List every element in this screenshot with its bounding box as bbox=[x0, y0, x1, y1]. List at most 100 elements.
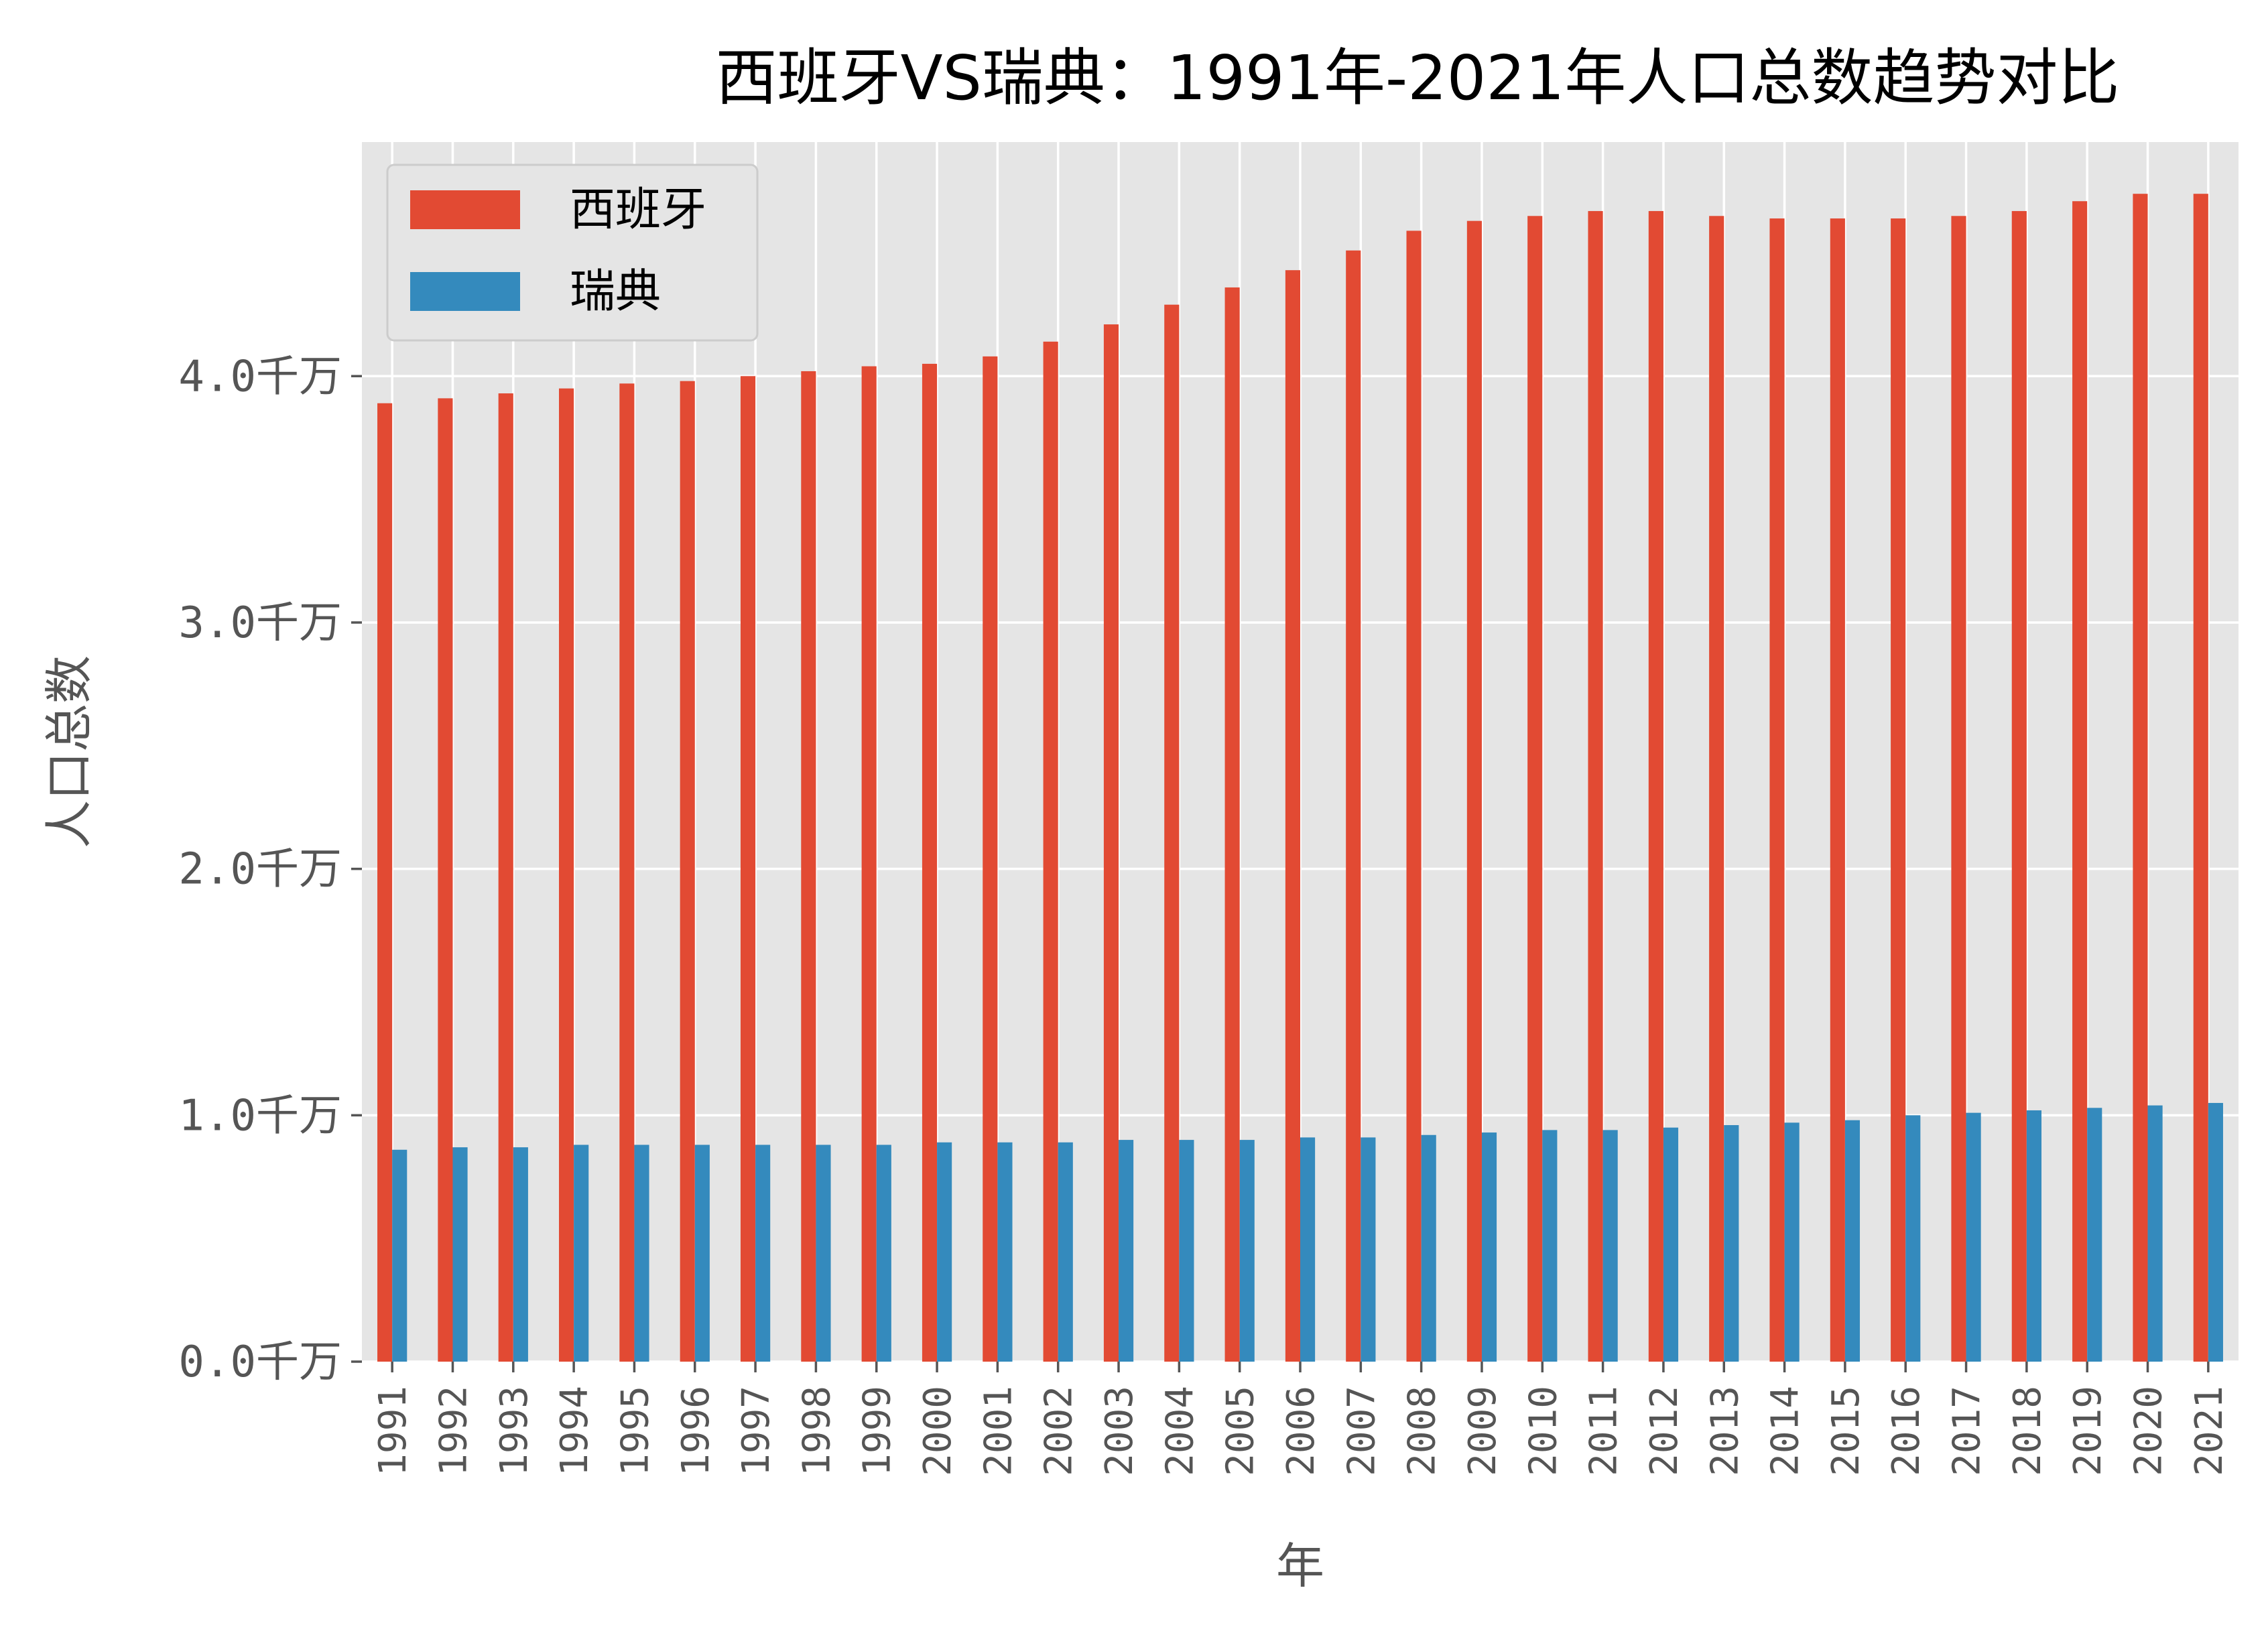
bar-spain-2000 bbox=[922, 363, 938, 1362]
bar-sweden-2002 bbox=[1058, 1142, 1073, 1362]
x-tick-label: 2010 bbox=[1521, 1386, 1565, 1476]
bar-sweden-1996 bbox=[694, 1145, 710, 1362]
x-tick-label: 2001 bbox=[976, 1386, 1020, 1476]
x-tick-label: 2012 bbox=[1643, 1386, 1686, 1476]
x-tick-label: 2003 bbox=[1098, 1386, 1141, 1476]
x-tick-label: 2008 bbox=[1401, 1386, 1444, 1476]
bar-sweden-2009 bbox=[1481, 1132, 1497, 1362]
y-tick-label: 3.0千万 bbox=[178, 598, 342, 648]
bar-spain-2017 bbox=[1951, 216, 1966, 1362]
bar-spain-2018 bbox=[2011, 210, 2027, 1362]
bar-spain-2004 bbox=[1164, 304, 1180, 1362]
bar-sweden-1999 bbox=[876, 1145, 891, 1362]
bar-sweden-2003 bbox=[1119, 1140, 1134, 1362]
bar-spain-2015 bbox=[1830, 218, 1845, 1362]
x-tick-label: 1994 bbox=[553, 1386, 596, 1476]
bar-spain-1997 bbox=[740, 376, 756, 1362]
bar-sweden-1997 bbox=[755, 1145, 771, 1362]
x-tick-label: 2004 bbox=[1158, 1386, 1202, 1476]
bar-sweden-2000 bbox=[937, 1142, 952, 1362]
x-tick-label: 2011 bbox=[1582, 1386, 1626, 1476]
x-tick-label: 2009 bbox=[1461, 1386, 1505, 1476]
x-tick-label: 2000 bbox=[916, 1386, 960, 1476]
bar-spain-2009 bbox=[1466, 220, 1482, 1362]
y-tick-label: 1.0千万 bbox=[178, 1091, 342, 1141]
bar-sweden-2008 bbox=[1421, 1134, 1436, 1362]
bar-sweden-1998 bbox=[816, 1145, 831, 1362]
bar-sweden-2004 bbox=[1179, 1140, 1194, 1362]
bar-spain-1996 bbox=[680, 381, 695, 1362]
x-tick-label: 1992 bbox=[432, 1386, 475, 1476]
x-tick-label: 2002 bbox=[1037, 1386, 1081, 1476]
bar-spain-2002 bbox=[1043, 341, 1058, 1362]
bar-sweden-1994 bbox=[574, 1145, 589, 1362]
bar-spain-1999 bbox=[861, 366, 877, 1362]
bar-sweden-2006 bbox=[1300, 1137, 1316, 1362]
bar-sweden-1995 bbox=[634, 1145, 649, 1362]
y-axis-label: 人口总数 bbox=[41, 655, 97, 848]
bar-sweden-2020 bbox=[2147, 1105, 2163, 1362]
bar-spain-2007 bbox=[1346, 250, 1361, 1362]
bar-spain-2005 bbox=[1224, 287, 1240, 1362]
x-axis-label: 年 bbox=[1276, 1538, 1324, 1594]
y-tick-label: 2.0千万 bbox=[178, 845, 342, 895]
x-tick-label: 1999 bbox=[856, 1386, 899, 1476]
bar-spain-2021 bbox=[2193, 194, 2208, 1362]
bar-spain-2020 bbox=[2133, 194, 2148, 1362]
x-tick-label: 1998 bbox=[795, 1386, 838, 1476]
bar-spain-1991 bbox=[377, 403, 393, 1362]
bar-sweden-2015 bbox=[1844, 1120, 1861, 1362]
x-tick-label: 2019 bbox=[2066, 1386, 2110, 1476]
y-tick-label: 4.0千万 bbox=[178, 352, 342, 401]
x-tick-label: 1995 bbox=[613, 1386, 657, 1476]
bar-spain-1995 bbox=[619, 383, 635, 1362]
bar-spain-2019 bbox=[2072, 201, 2088, 1362]
x-tick-label: 2020 bbox=[2127, 1386, 2171, 1476]
x-tick-label: 1991 bbox=[371, 1386, 415, 1476]
bar-sweden-2021 bbox=[2208, 1102, 2223, 1362]
bar-sweden-2011 bbox=[1602, 1130, 1618, 1362]
x-tick-label: 2016 bbox=[1885, 1386, 1928, 1476]
bar-sweden-1992 bbox=[452, 1147, 468, 1362]
x-tick-label: 2006 bbox=[1279, 1386, 1323, 1476]
bars bbox=[377, 194, 2223, 1362]
bar-sweden-1993 bbox=[513, 1147, 528, 1362]
y-tick-label: 0.0千万 bbox=[178, 1338, 342, 1387]
x-tick-label: 1997 bbox=[735, 1386, 778, 1476]
x-axis: 1991 1992 1993 1994 1995 1996 1997 1998 1999 2000… bbox=[371, 1362, 2231, 1476]
x-tick-label: 2013 bbox=[1703, 1386, 1747, 1476]
bar-spain-1998 bbox=[801, 371, 816, 1362]
bar-spain-2006 bbox=[1285, 270, 1300, 1362]
bar-spain-2011 bbox=[1588, 210, 1603, 1362]
bar-sweden-1991 bbox=[392, 1149, 407, 1362]
bar-spain-2010 bbox=[1527, 216, 1543, 1362]
legend-swatch bbox=[410, 272, 520, 311]
legend-swatch bbox=[410, 190, 520, 229]
x-tick-label: 2015 bbox=[1824, 1386, 1868, 1476]
bar-spain-2001 bbox=[983, 356, 998, 1362]
bar-sweden-2001 bbox=[997, 1142, 1013, 1362]
bar-spain-2016 bbox=[1891, 218, 1906, 1362]
bar-sweden-2012 bbox=[1663, 1127, 1679, 1362]
bar-sweden-2019 bbox=[2087, 1108, 2102, 1362]
bar-spain-2003 bbox=[1103, 324, 1119, 1362]
x-tick-label: 1996 bbox=[674, 1386, 718, 1476]
bar-sweden-2013 bbox=[1724, 1125, 1739, 1362]
y-axis: 0.0千万 1.0千万 2.0千万 3.0千万 4.0千万 bbox=[178, 352, 362, 1387]
bar-sweden-2018 bbox=[2026, 1110, 2041, 1362]
legend-label: 瑞典 bbox=[570, 265, 661, 318]
bar-spain-2008 bbox=[1406, 231, 1422, 1362]
bar-spain-2013 bbox=[1709, 216, 1724, 1362]
x-tick-label: 2014 bbox=[1764, 1386, 1808, 1476]
bar-sweden-2014 bbox=[1784, 1122, 1800, 1362]
legend-label: 西班牙 bbox=[570, 184, 706, 237]
x-tick-label: 2017 bbox=[1946, 1386, 1989, 1476]
x-tick-label: 2007 bbox=[1340, 1386, 1383, 1476]
bar-sweden-2007 bbox=[1361, 1137, 1376, 1362]
chart-title: 西班牙VS瑞典：1991年-2021年人口总数趋势对比 bbox=[716, 42, 2120, 114]
bar-sweden-2010 bbox=[1542, 1130, 1558, 1362]
x-tick-label: 2021 bbox=[2188, 1386, 2231, 1476]
bar-spain-1993 bbox=[498, 393, 513, 1362]
